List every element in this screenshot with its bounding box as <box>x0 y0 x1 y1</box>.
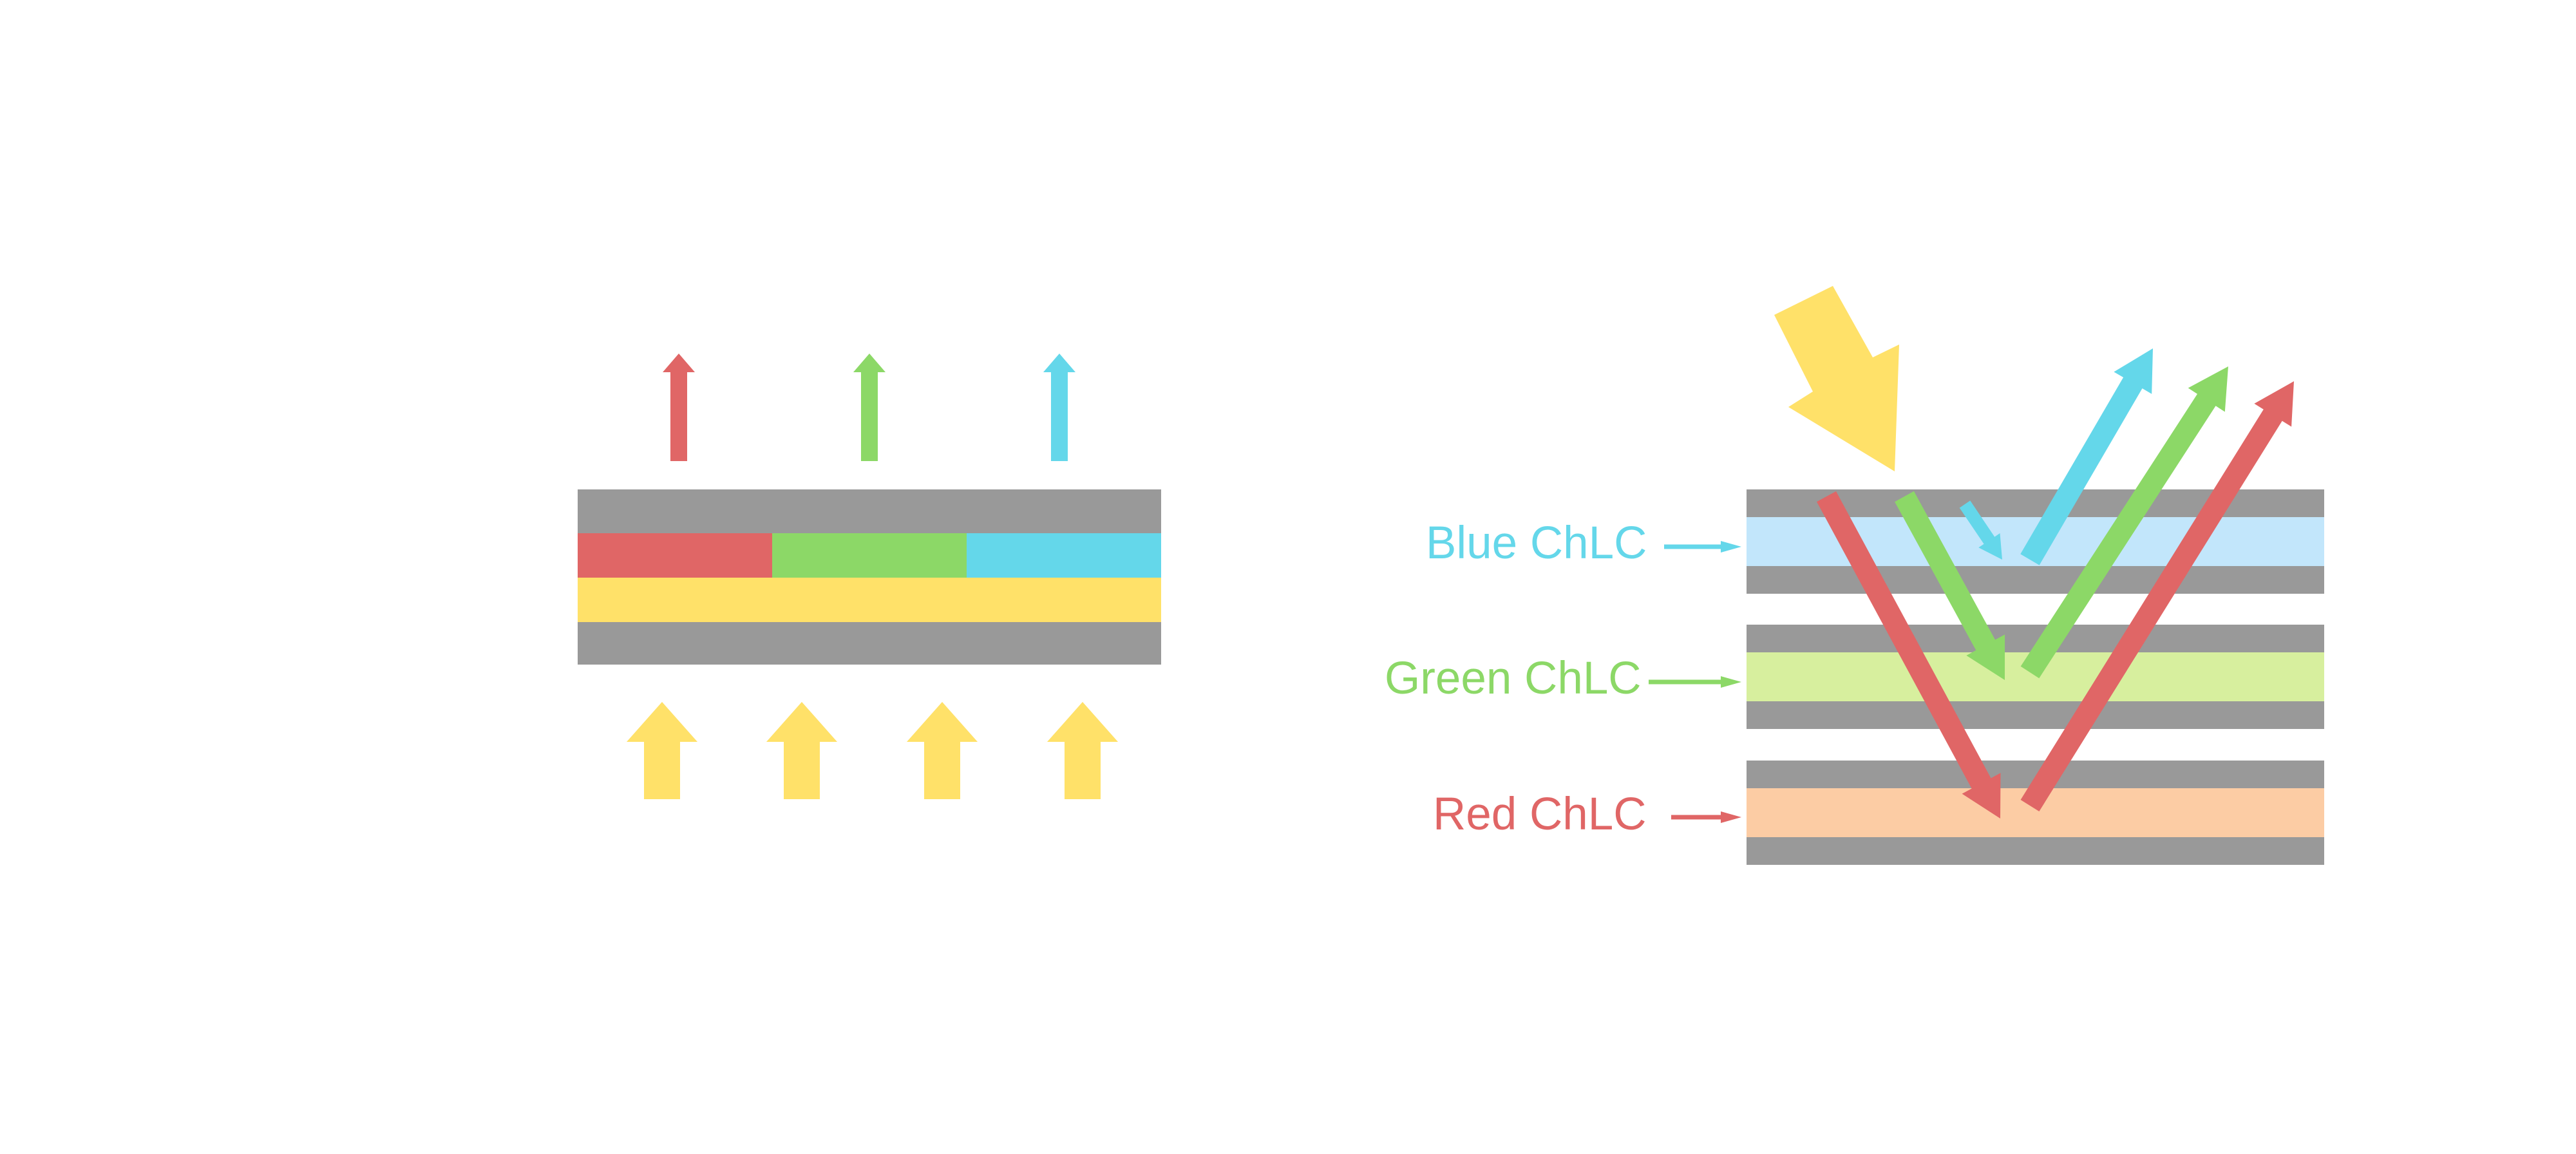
svg-text:Red ChLC: Red ChLC <box>1433 789 1647 840</box>
svg-text:Green ChLC: Green ChLC <box>1385 653 1642 704</box>
svg-text:Blue ChLC: Blue ChLC <box>1426 518 1647 569</box>
